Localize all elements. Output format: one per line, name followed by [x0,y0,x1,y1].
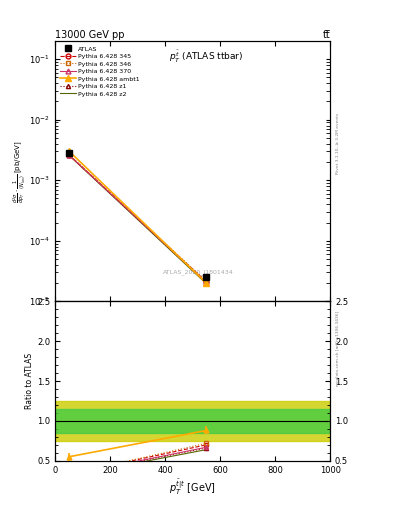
Text: $p_T^{\bar{t}}$ (ATLAS ttbar): $p_T^{\bar{t}}$ (ATLAS ttbar) [169,49,244,65]
Legend: ATLAS, Pythia 6.428 345, Pythia 6.428 346, Pythia 6.428 370, Pythia 6.428 ambt1,: ATLAS, Pythia 6.428 345, Pythia 6.428 34… [58,44,141,99]
Y-axis label: $\frac{d^2\sigma}{dp_T}\cdot\frac{1}{\langle N_{los}\rangle}$ [pb/GeV]: $\frac{d^2\sigma}{dp_T}\cdot\frac{1}{\la… [11,140,28,203]
X-axis label: $p^{\bar{t}|t}_T$ [GeV]: $p^{\bar{t}|t}_T$ [GeV] [169,477,216,497]
Y-axis label: Ratio to ATLAS: Ratio to ATLAS [25,353,34,409]
Bar [55,409,330,433]
Text: tt̅: tt̅ [322,30,330,40]
Text: ATLAS_2020_I1801434: ATLAS_2020_I1801434 [163,269,233,275]
Bar [55,401,330,441]
Text: mcplots.cern.ch [arXiv:1306.3436]: mcplots.cern.ch [arXiv:1306.3436] [336,311,340,386]
Text: 13000 GeV pp: 13000 GeV pp [55,30,125,40]
Text: Rivet 3.1.10, ≥ 3.2M events: Rivet 3.1.10, ≥ 3.2M events [336,113,340,174]
Pythia 6.428 z2 [204,281,209,287]
Line: Pythia 6.428 z2: Pythia 6.428 z2 [69,155,206,284]
Pythia 6.428 z2 [66,152,71,158]
